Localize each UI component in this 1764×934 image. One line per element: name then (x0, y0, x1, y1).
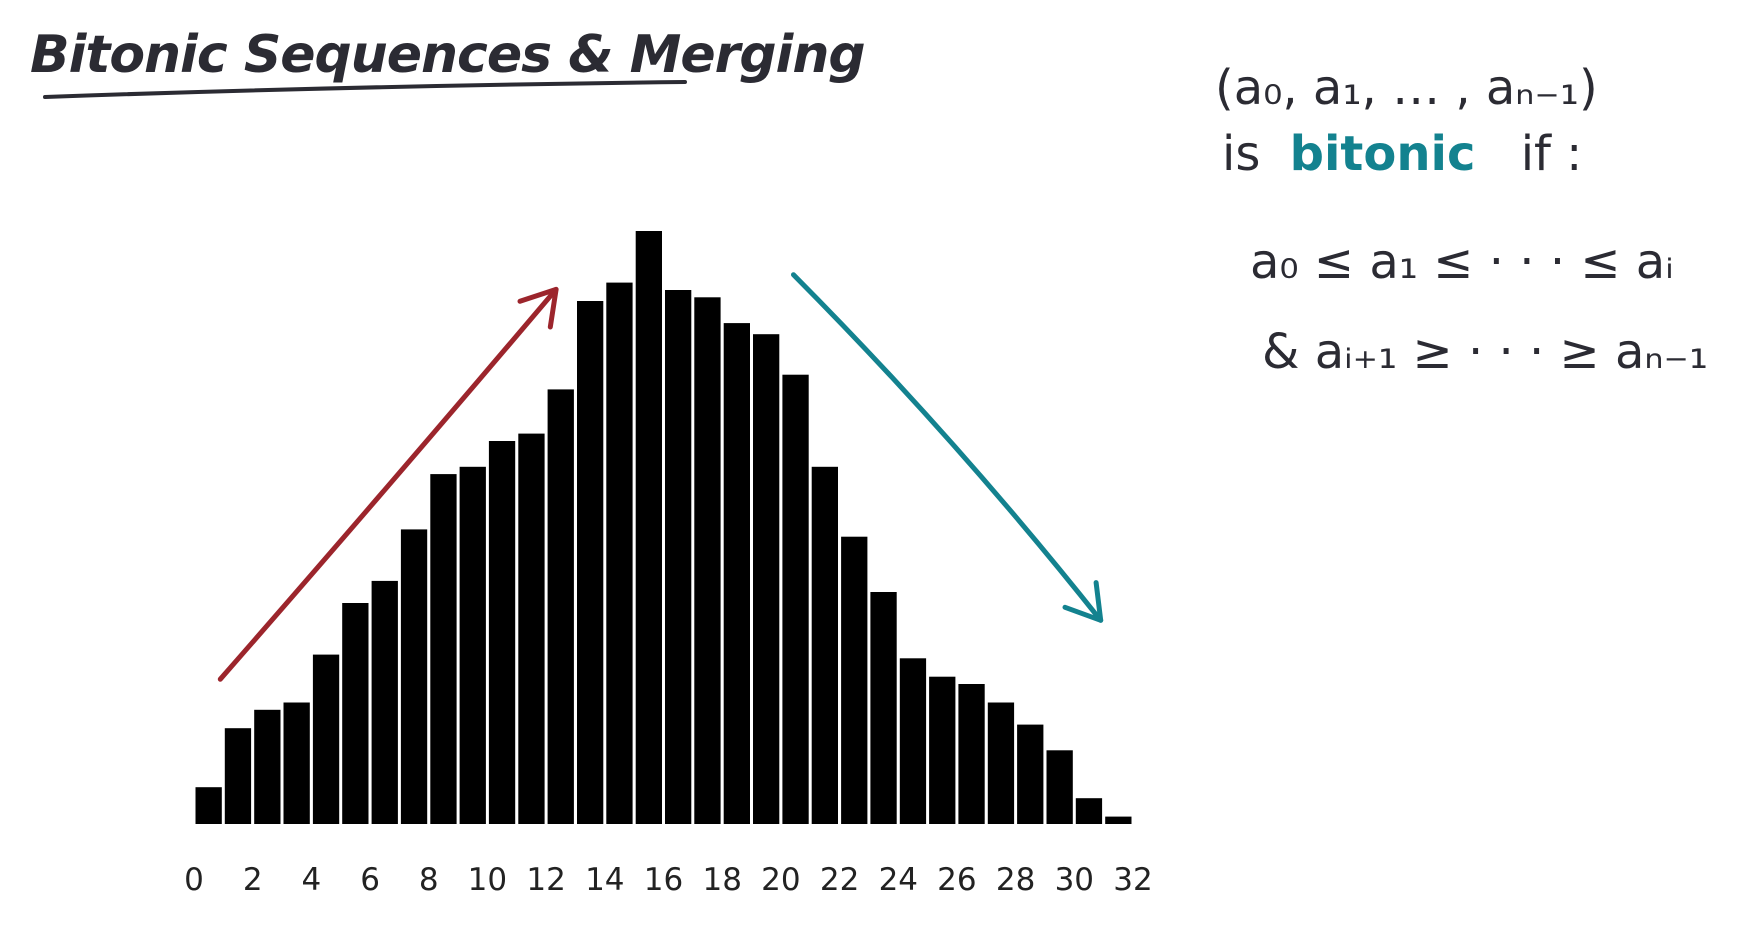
bar-29 (1046, 750, 1073, 824)
trend-arrows (217, 272, 1104, 682)
bar-17 (694, 297, 721, 824)
x-tick-22: 22 (820, 862, 859, 898)
decreasing-arrow (791, 272, 1104, 623)
x-tick-4: 4 (302, 862, 322, 898)
arrow-head (1062, 580, 1104, 623)
bar-27 (987, 702, 1015, 824)
definition-line: is bitonic if : (1222, 126, 1582, 182)
slide-title: Bitonic Sequences & Merging (30, 25, 865, 85)
bar-20 (782, 374, 809, 824)
x-tick-6: 6 (360, 862, 380, 898)
bar-7 (400, 529, 428, 824)
bar-3 (283, 702, 310, 824)
x-tick-14: 14 (585, 862, 624, 898)
bar-6 (371, 580, 398, 824)
bar-10 (488, 441, 516, 824)
bar-26 (958, 684, 985, 824)
bar-12 (547, 389, 574, 824)
bar-23 (870, 592, 897, 824)
bar-11 (518, 433, 545, 824)
x-tick-32: 32 (1113, 862, 1152, 898)
is-text: is (1222, 126, 1260, 182)
bar-30 (1075, 798, 1103, 824)
title-underline (43, 80, 687, 99)
x-tick-12: 12 (526, 862, 565, 898)
x-tick-20: 20 (761, 862, 800, 898)
bar-5 (342, 603, 369, 824)
arrow-shaft (217, 286, 559, 682)
bar-15 (635, 231, 662, 824)
bar-14 (606, 282, 633, 825)
x-tick-18: 18 (702, 862, 741, 898)
if-text: if : (1521, 126, 1583, 182)
arrow-head (517, 286, 559, 330)
bitonic-keyword: bitonic (1290, 126, 1476, 182)
increasing-condition: a₀ ≤ a₁ ≤ · · · ≤ aᵢ (1250, 234, 1674, 290)
bar-1 (224, 728, 252, 824)
bar-4 (312, 654, 340, 824)
bar-2 (254, 709, 281, 824)
bar-8 (430, 474, 457, 824)
bar-9 (459, 466, 486, 824)
x-tick-26: 26 (937, 862, 976, 898)
bar-13 (577, 301, 604, 824)
bar-18 (723, 323, 750, 824)
bar-22 (841, 536, 868, 824)
bar-16 (665, 290, 692, 824)
x-tick-16: 16 (644, 862, 683, 898)
bars-group (195, 231, 1132, 825)
x-tick-10: 10 (468, 862, 507, 898)
sequence-notation: (a₀, a₁, … , aₙ₋₁) (1215, 60, 1598, 116)
decreasing-condition: & aᵢ₊₁ ≥ · · · ≥ aₙ₋₁ (1262, 324, 1708, 380)
x-tick-0: 0 (184, 862, 204, 898)
bar-28 (1017, 724, 1044, 824)
bar-25 (929, 676, 956, 824)
x-tick-2: 2 (243, 862, 263, 898)
x-tick-24: 24 (879, 862, 918, 898)
x-tick-30: 30 (1055, 862, 1094, 898)
increasing-arrow (217, 286, 559, 682)
bar-24 (899, 658, 927, 824)
bar-21 (811, 466, 838, 824)
bar-31 (1105, 816, 1132, 824)
bar-19 (753, 334, 780, 824)
bar-chart: 0 2 4 6 8 10 12 14 16 18 20 22 24 26 28 30 32 (184, 231, 1153, 898)
arrow-shaft (791, 272, 1104, 623)
bar-0 (195, 787, 222, 824)
x-tick-labels: 0 2 4 6 8 10 12 14 16 18 20 22 24 26 28 30 32 (184, 862, 1153, 898)
x-tick-8: 8 (419, 862, 439, 898)
x-tick-28: 28 (996, 862, 1035, 898)
